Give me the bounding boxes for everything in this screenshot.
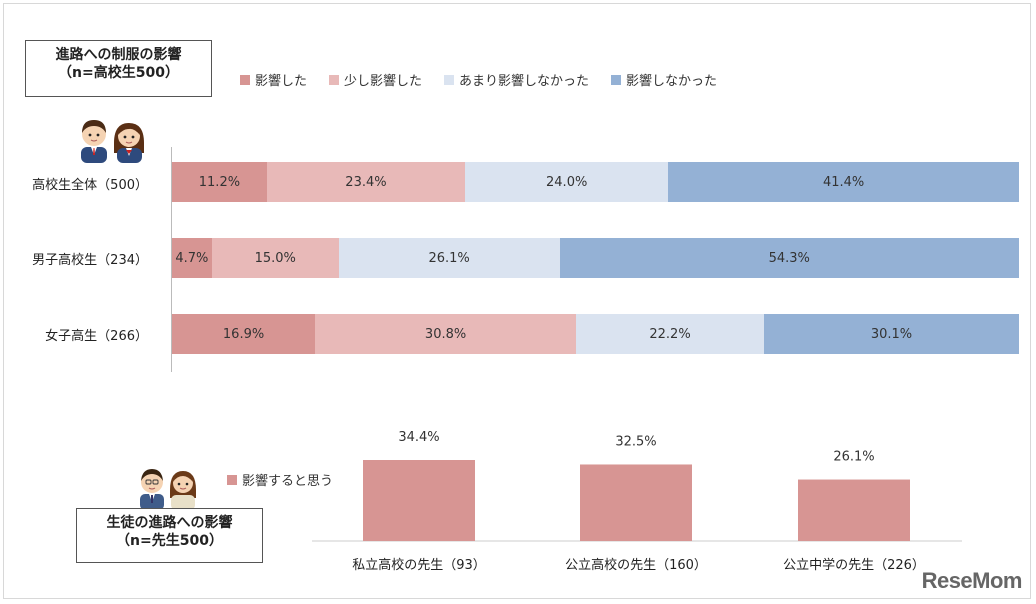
- data-label: 26.1%: [833, 450, 874, 465]
- bar: [580, 464, 692, 541]
- category-label: 私立高校の先生（93）: [352, 557, 486, 573]
- data-label: 34.4%: [398, 430, 439, 445]
- category-label: 公立中学の先生（226）: [783, 557, 925, 573]
- bar: [363, 460, 475, 541]
- data-label: 32.5%: [615, 434, 656, 449]
- bar: [798, 480, 910, 541]
- category-label: 公立高校の先生（160）: [565, 557, 707, 573]
- resemom-logo: ReseMom: [922, 568, 1022, 594]
